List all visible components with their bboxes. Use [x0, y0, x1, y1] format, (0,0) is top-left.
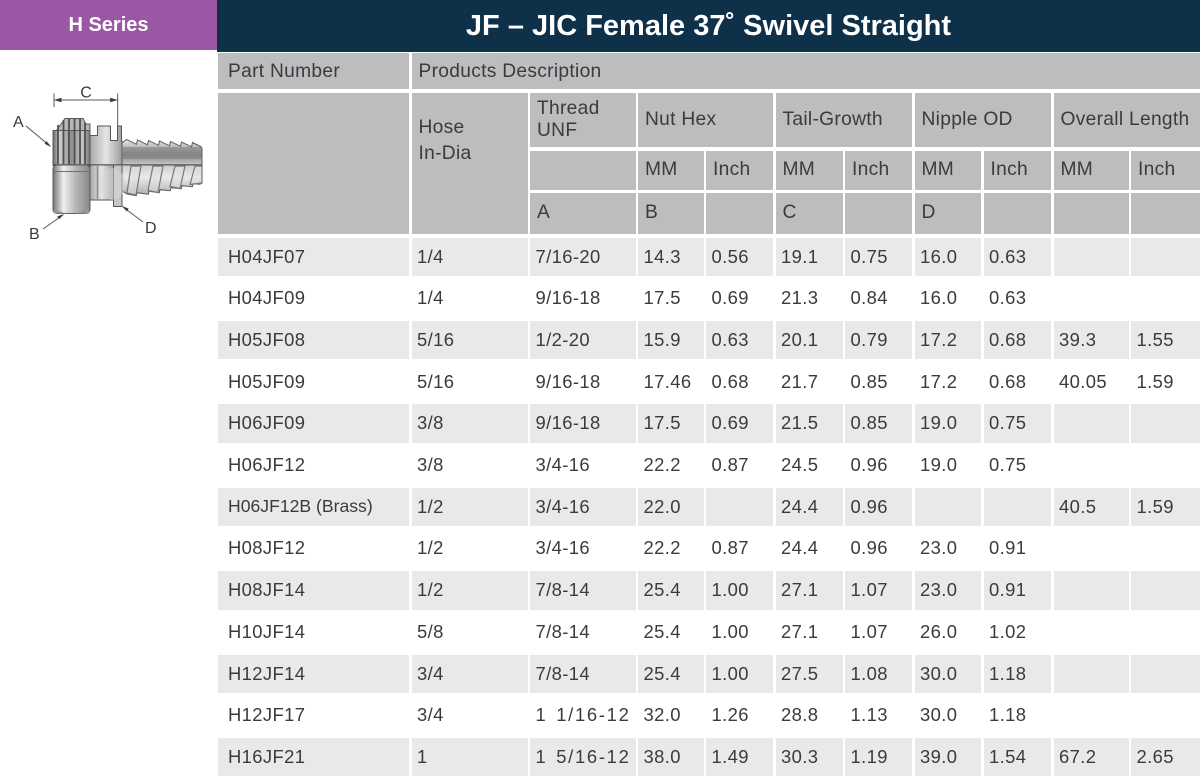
svg-text:B: B	[29, 226, 40, 243]
svg-text:C: C	[80, 85, 92, 102]
svg-text:A: A	[13, 114, 24, 131]
svg-text:D: D	[145, 220, 157, 237]
